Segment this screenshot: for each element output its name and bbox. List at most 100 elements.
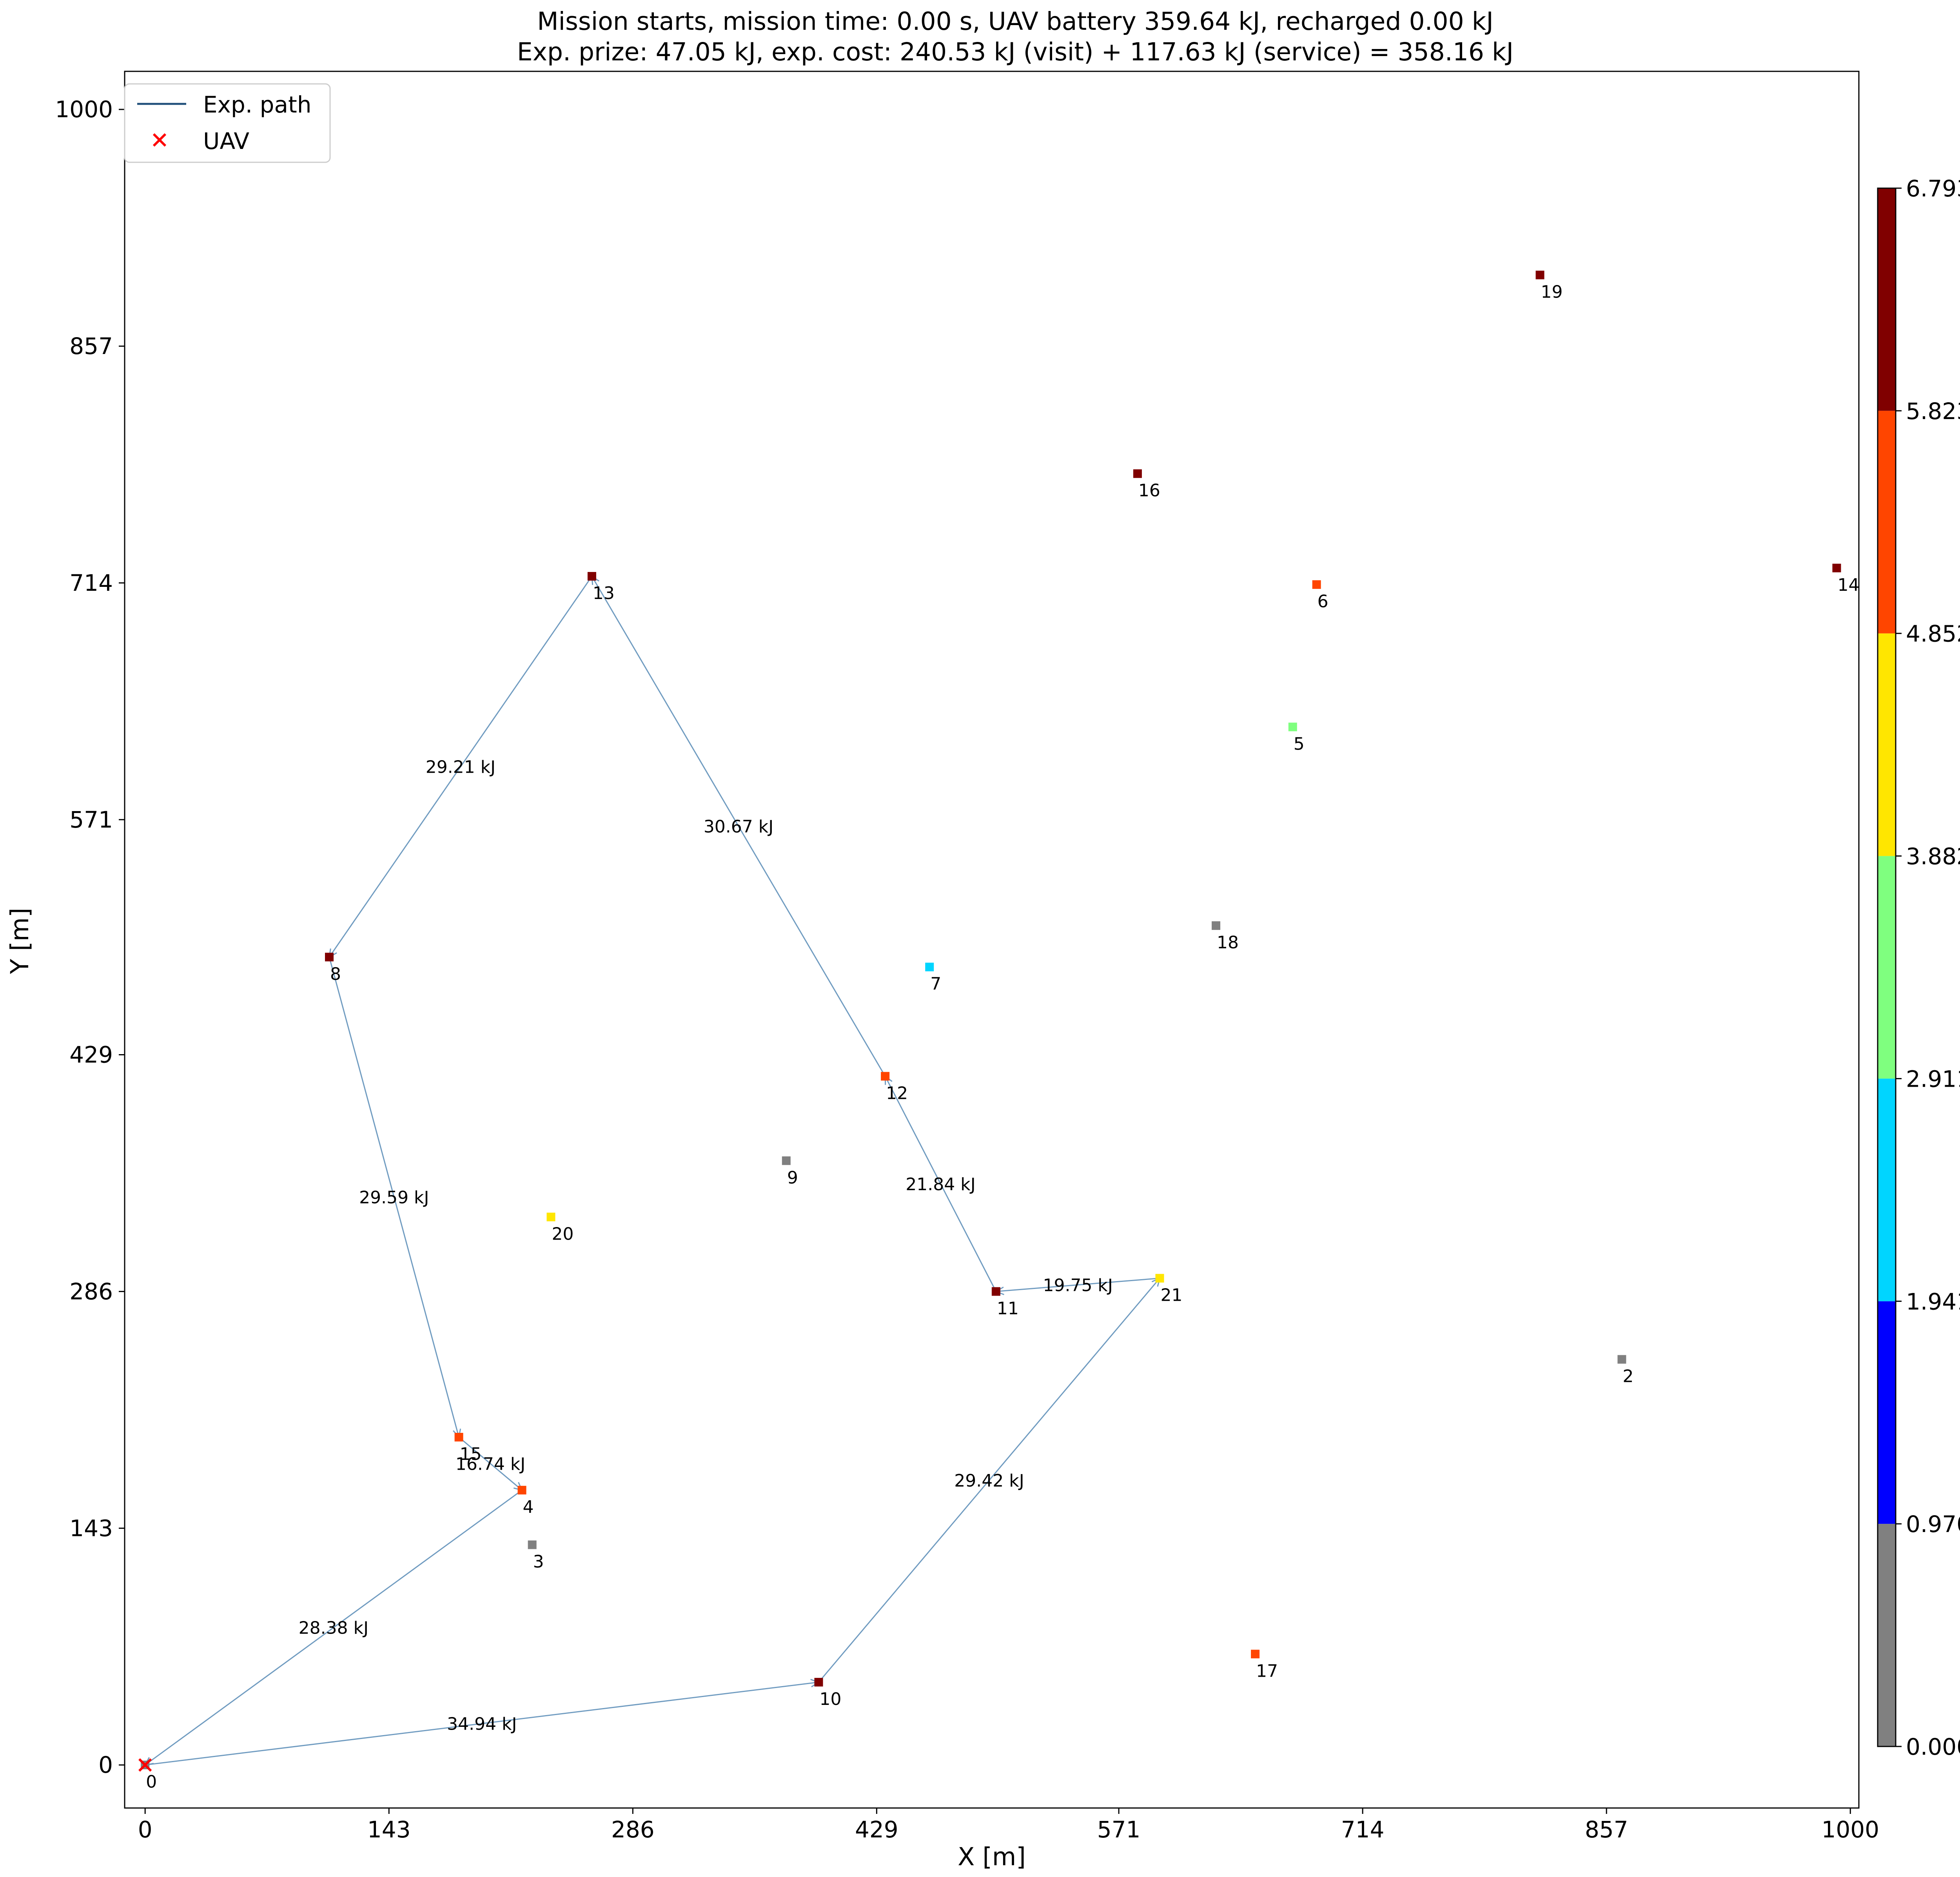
node-marker [991, 1287, 1000, 1296]
y-tick-label: 571 [69, 806, 113, 833]
node-marker [1535, 270, 1544, 280]
node-marker [1133, 469, 1142, 478]
node-label: 6 [1318, 592, 1328, 612]
node-marker [925, 962, 934, 971]
plot-area: 0 143 286 429 571 714 857 1000 0143286429571714… [55, 71, 1879, 1843]
node-label: 13 [593, 583, 615, 603]
colorbar-segment [1878, 856, 1896, 1079]
path-edge-label: 30.67 kJ [704, 817, 773, 837]
node-label: 5 [1294, 734, 1305, 754]
node-marker [1288, 722, 1297, 732]
path-edge-label: 28.38 kJ [299, 1618, 368, 1638]
colorbar: 0.000 0.970 1.941 2.911 3.882 4.852 5.823 6.793… [1877, 175, 1960, 1760]
uav-markers [138, 1758, 152, 1772]
node-marker [1832, 563, 1841, 572]
node-marker [881, 1072, 890, 1081]
path-edge [591, 576, 886, 1077]
node-label: 2 [1622, 1367, 1633, 1387]
node-marker [1617, 1355, 1626, 1364]
colorbar-segment [1878, 1524, 1896, 1746]
path-edge-label: 29.59 kJ [359, 1188, 429, 1208]
colorbar-segments [1878, 188, 1896, 1746]
x-tick-label: 1000 [1821, 1816, 1879, 1843]
node-label: 0 [146, 1772, 157, 1792]
legend-uav-marker [152, 133, 167, 147]
node-marker [528, 1540, 537, 1549]
path-edge [996, 1278, 1160, 1292]
path-edge [328, 957, 460, 1438]
node-label: 16 [1138, 481, 1160, 501]
x-tick-label: 0 [138, 1816, 152, 1843]
node-label: 20 [552, 1224, 574, 1244]
legend-uav-label: UAV [203, 128, 249, 154]
node-label: 17 [1256, 1661, 1278, 1681]
node-label: 11 [997, 1298, 1019, 1318]
node-marker [814, 1678, 823, 1687]
node-label: 7 [930, 974, 941, 994]
colorbar-frame [1877, 187, 1896, 1747]
chart-title-line-2: Exp. prize: 47.05 kJ, exp. cost: 240.53 … [517, 38, 1514, 66]
path-edge-label: 16.74 kJ [456, 1454, 525, 1474]
y-tick-label: 429 [69, 1042, 113, 1068]
x-tick-label: 571 [1097, 1816, 1141, 1843]
path-edge-labels: 34.94 kJ 29.42 kJ 19.75 kJ 21.84 kJ 30.67 kJ… [299, 757, 1113, 1734]
node-marker [1212, 921, 1221, 930]
path-edge-label: 34.94 kJ [447, 1714, 517, 1734]
colorbar-segment [1878, 1301, 1896, 1524]
y-axis-ticks: 0 143 286 429 571 714 857 1000 [55, 96, 125, 1778]
colorbar-tick-label: 5.823 [1906, 398, 1960, 425]
chart-title-line-1: Mission starts, mission time: 0.00 s, UA… [537, 7, 1494, 36]
node-marker [1155, 1274, 1164, 1283]
node-label: 4 [523, 1497, 534, 1517]
node-marker [517, 1486, 526, 1495]
node-marker [1312, 580, 1321, 589]
x-tick-label: 714 [1341, 1816, 1385, 1843]
node-label: 12 [886, 1083, 908, 1103]
node-label: 18 [1217, 933, 1239, 953]
node-marker [546, 1213, 555, 1222]
path-edge-label: 29.21 kJ [426, 757, 495, 777]
y-tick-label: 857 [69, 333, 113, 359]
colorbar-segment [1878, 633, 1896, 856]
colorbar-tick-label: 0.970 [1906, 1511, 1960, 1538]
node-label: 8 [330, 964, 341, 984]
path-edge [328, 576, 593, 958]
node-label: 14 [1837, 575, 1859, 595]
node-label: 15 [460, 1444, 482, 1464]
path-edges [144, 575, 1161, 1766]
colorbar-segment [1878, 188, 1896, 411]
x-axis-label: X [m] [958, 1843, 1026, 1871]
node-marker [1251, 1650, 1260, 1659]
colorbar-segment [1878, 410, 1896, 634]
colorbar-segment [1878, 1078, 1896, 1302]
legend: Exp. path UAV [124, 83, 331, 163]
y-tick-label: 1000 [55, 96, 113, 123]
uav-marker [138, 1758, 152, 1772]
node-label: 3 [533, 1552, 544, 1572]
colorbar-tick-label: 3.882 [1906, 843, 1960, 870]
legend-path-label: Exp. path [203, 91, 312, 118]
colorbar-tick-label: 4.852 [1906, 621, 1960, 647]
node-label: 10 [819, 1689, 841, 1709]
y-tick-label: 286 [69, 1278, 113, 1305]
colorbar-tick-label: 0.000 [1906, 1734, 1960, 1760]
x-axis-ticks: 0 143 286 429 571 714 857 1000 [138, 1808, 1879, 1843]
y-tick-label: 714 [69, 570, 113, 596]
node-label: 9 [787, 1168, 798, 1188]
path-edge-label: 21.84 kJ [906, 1174, 975, 1194]
node-label: 19 [1541, 282, 1563, 302]
node-marker [782, 1156, 791, 1165]
path-edge [458, 1436, 523, 1491]
x-tick-label: 143 [367, 1816, 411, 1843]
y-tick-label: 0 [98, 1752, 113, 1778]
node-marker [587, 572, 596, 581]
plot-frame [124, 71, 1860, 1809]
colorbar-ticks: 0.000 0.970 1.941 2.911 3.882 4.852 5.823 6.793 [1896, 175, 1960, 1760]
node-marker [325, 953, 334, 962]
colorbar-tick-label: 6.793 [1906, 175, 1960, 202]
y-axis-label: Y [m] [5, 908, 34, 974]
path-edge [145, 1681, 819, 1766]
node-marker [454, 1433, 463, 1442]
